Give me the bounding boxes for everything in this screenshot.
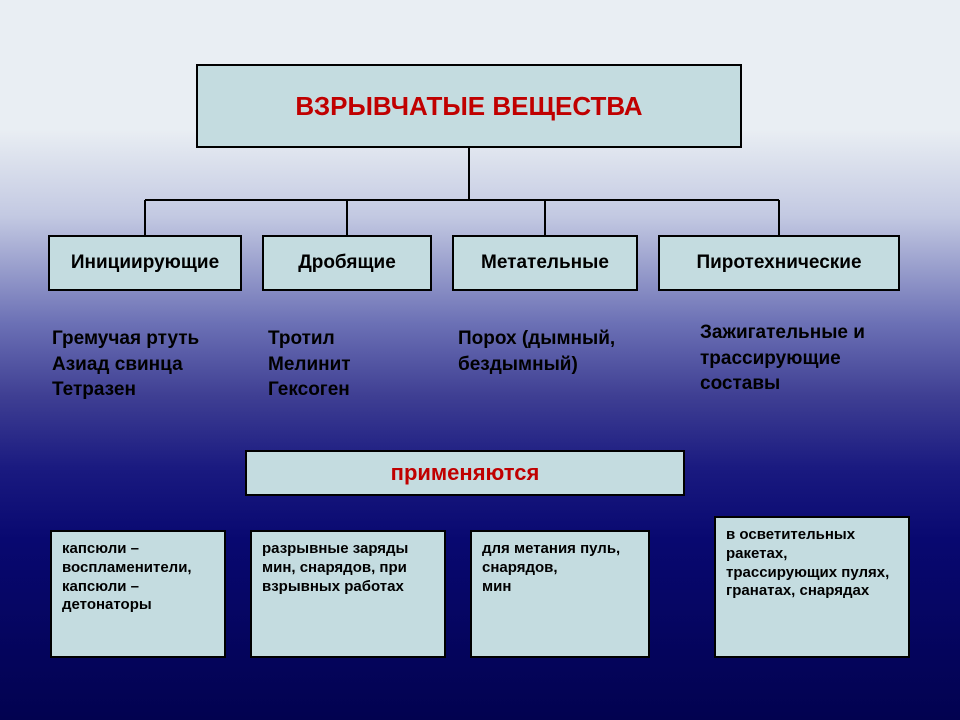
application-box: в осветительных ракетах, трассирующих пу… [714, 516, 910, 658]
application-box: капсюли – воспламенители, капсюли – дето… [50, 530, 226, 658]
applied-box: применяются [245, 450, 685, 496]
example-text: Тротил Мелинит Гексоген [268, 326, 448, 403]
application-text: капсюли – воспламенители, капсюли – дето… [62, 540, 214, 615]
category-box: Пиротехнические [658, 235, 900, 291]
category-box: Инициирующие [48, 235, 242, 291]
applied-text: применяются [391, 459, 540, 487]
application-text: в осветительных ракетах, трассирующих пу… [726, 526, 898, 601]
application-text: разрывные заряды мин, снарядов, при взры… [262, 540, 434, 596]
example-text: Порох (дымный, бездымный) [458, 326, 678, 377]
category-label: Метательные [481, 251, 609, 275]
category-label: Инициирующие [71, 251, 219, 275]
title-text: ВЗРЫВЧАТЫЕ ВЕЩЕСТВА [295, 90, 642, 123]
application-box: разрывные заряды мин, снарядов, при взры… [250, 530, 446, 658]
category-box: Метательные [452, 235, 638, 291]
application-text: для метания пуль, снарядов, мин [482, 540, 620, 596]
title-box: ВЗРЫВЧАТЫЕ ВЕЩЕСТВА [196, 64, 742, 148]
example-text: Зажигательные и трассирующие составы [700, 320, 920, 397]
application-box: для метания пуль, снарядов, мин [470, 530, 650, 658]
example-text: Гремучая ртуть Азиад свинца Тетразен [52, 326, 252, 403]
category-box: Дробящие [262, 235, 432, 291]
category-label: Пиротехнические [696, 251, 861, 275]
category-label: Дробящие [298, 251, 396, 275]
